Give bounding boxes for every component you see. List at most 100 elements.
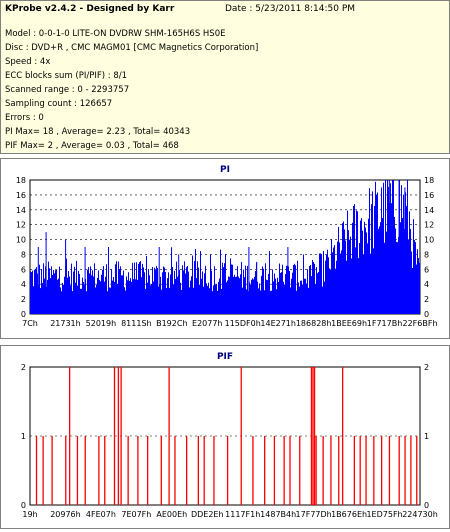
pi-bar [407, 180, 408, 314]
pi-bar [367, 243, 368, 314]
pif-bar [127, 436, 129, 505]
pi-bar [81, 288, 82, 314]
pi-bar [275, 278, 276, 314]
pi-bar [53, 269, 54, 314]
pi-bar [348, 230, 349, 314]
x-tick-label: 1ED75Fh [366, 510, 402, 519]
pi-summary-line: PI Max= 18 , Average= 2.23 , Total= 4034… [5, 127, 191, 137]
pi-bar [368, 218, 369, 314]
pi-bar [49, 268, 50, 314]
pi-bar [312, 259, 313, 314]
pi-bar [233, 276, 234, 314]
pi-bar [173, 284, 174, 314]
pi-bar [230, 258, 231, 314]
pif-bar [168, 367, 170, 505]
pi-bar [208, 282, 209, 314]
pif-bar [35, 436, 38, 505]
pi-bar [68, 271, 69, 314]
pi-bar [357, 211, 358, 314]
pi-bar [338, 226, 339, 314]
pi-bar [289, 271, 290, 314]
pi-bar [100, 281, 101, 314]
pi-bar [400, 222, 401, 314]
pif-bar [104, 436, 106, 505]
pi-bar [142, 263, 143, 314]
ecc-line: ECC blocks sum (PI/PIF) : 8/1 [5, 71, 128, 81]
y-tick-label-right: 10 [424, 236, 434, 245]
pi-bar [94, 263, 95, 314]
pi-bar [47, 279, 48, 314]
pi-bar [320, 253, 321, 314]
pi-bar [182, 265, 183, 314]
pif-bar [299, 436, 301, 505]
pi-bar [402, 218, 403, 314]
pi-chart: PI 0 0 2 2 4 4 6 6 8 8 10 10 12 12 14 14 16 16 18 18 7Ch 21731… [16, 165, 438, 328]
pi-bar [166, 287, 167, 314]
pi-bar [205, 265, 206, 314]
x-tick-label: 14E271h [260, 319, 296, 328]
pi-bar [124, 287, 125, 314]
pi-bar [410, 228, 411, 314]
pi-spike-bar [388, 180, 390, 314]
pi-bar [109, 287, 110, 314]
pi-bar [102, 269, 103, 314]
pi-bar [298, 282, 299, 314]
pif-bar [283, 436, 285, 505]
pi-bar [234, 274, 235, 314]
pi-bar [401, 185, 402, 314]
pi-bar [373, 248, 374, 314]
pi-bar [58, 278, 59, 314]
pi-bar [37, 273, 38, 314]
pi-bar [188, 271, 189, 314]
y-tick-label: 10 [16, 236, 26, 245]
pi-bar [60, 287, 61, 314]
pi-bar [61, 291, 62, 314]
pi-bar [313, 262, 314, 314]
pif-bar [365, 436, 367, 505]
pi-bar [167, 278, 168, 314]
pi-bar [70, 285, 71, 314]
pif-summary-line: PIF Max= 2 , Average= 0.03 , Total= 468 [5, 141, 179, 151]
y-tick-label-right: 14 [424, 206, 434, 215]
pi-spike-bar [37, 247, 39, 314]
x-tick-label: 1117F1h [225, 510, 260, 519]
pi-bar [362, 230, 363, 314]
x-tick-label: 19h [22, 510, 37, 519]
pi-bar [261, 275, 262, 314]
pi-bar [299, 286, 300, 314]
pi-bar [374, 206, 375, 314]
pi-bar [328, 257, 329, 314]
pi-bar [237, 266, 238, 314]
pi-bar [273, 281, 274, 314]
pi-bar [354, 204, 355, 314]
pi-bar [161, 289, 162, 314]
pi-bar [132, 262, 133, 314]
pi-bar [315, 284, 316, 314]
pi-bar [83, 281, 84, 314]
pi-bar [257, 281, 258, 314]
pi-bar [296, 290, 297, 314]
pi-bar [271, 290, 272, 314]
pi-bar [409, 211, 410, 314]
pi-bar [258, 288, 259, 314]
pi-bar [88, 267, 89, 314]
x-tick-label: 186828h [296, 319, 332, 328]
pi-bar [351, 258, 352, 314]
pi-bar [372, 191, 373, 314]
pi-bar [247, 266, 248, 314]
pi-bar [359, 243, 360, 314]
pi-bar [326, 254, 327, 314]
pi-bar [87, 269, 88, 314]
pi-bar [342, 223, 343, 314]
pif-bar [315, 436, 317, 505]
x-tick-label: 21731h [50, 319, 81, 328]
x-tick-label: 7E07Fh [121, 510, 151, 519]
pi-bar [138, 263, 139, 314]
pi-bar [162, 272, 163, 314]
pi-bar [77, 285, 78, 314]
pi-bar [119, 268, 120, 314]
pi-bar [140, 261, 141, 314]
pi-bar [355, 247, 356, 314]
pi-bar [335, 268, 336, 314]
pi-bar [150, 285, 151, 314]
